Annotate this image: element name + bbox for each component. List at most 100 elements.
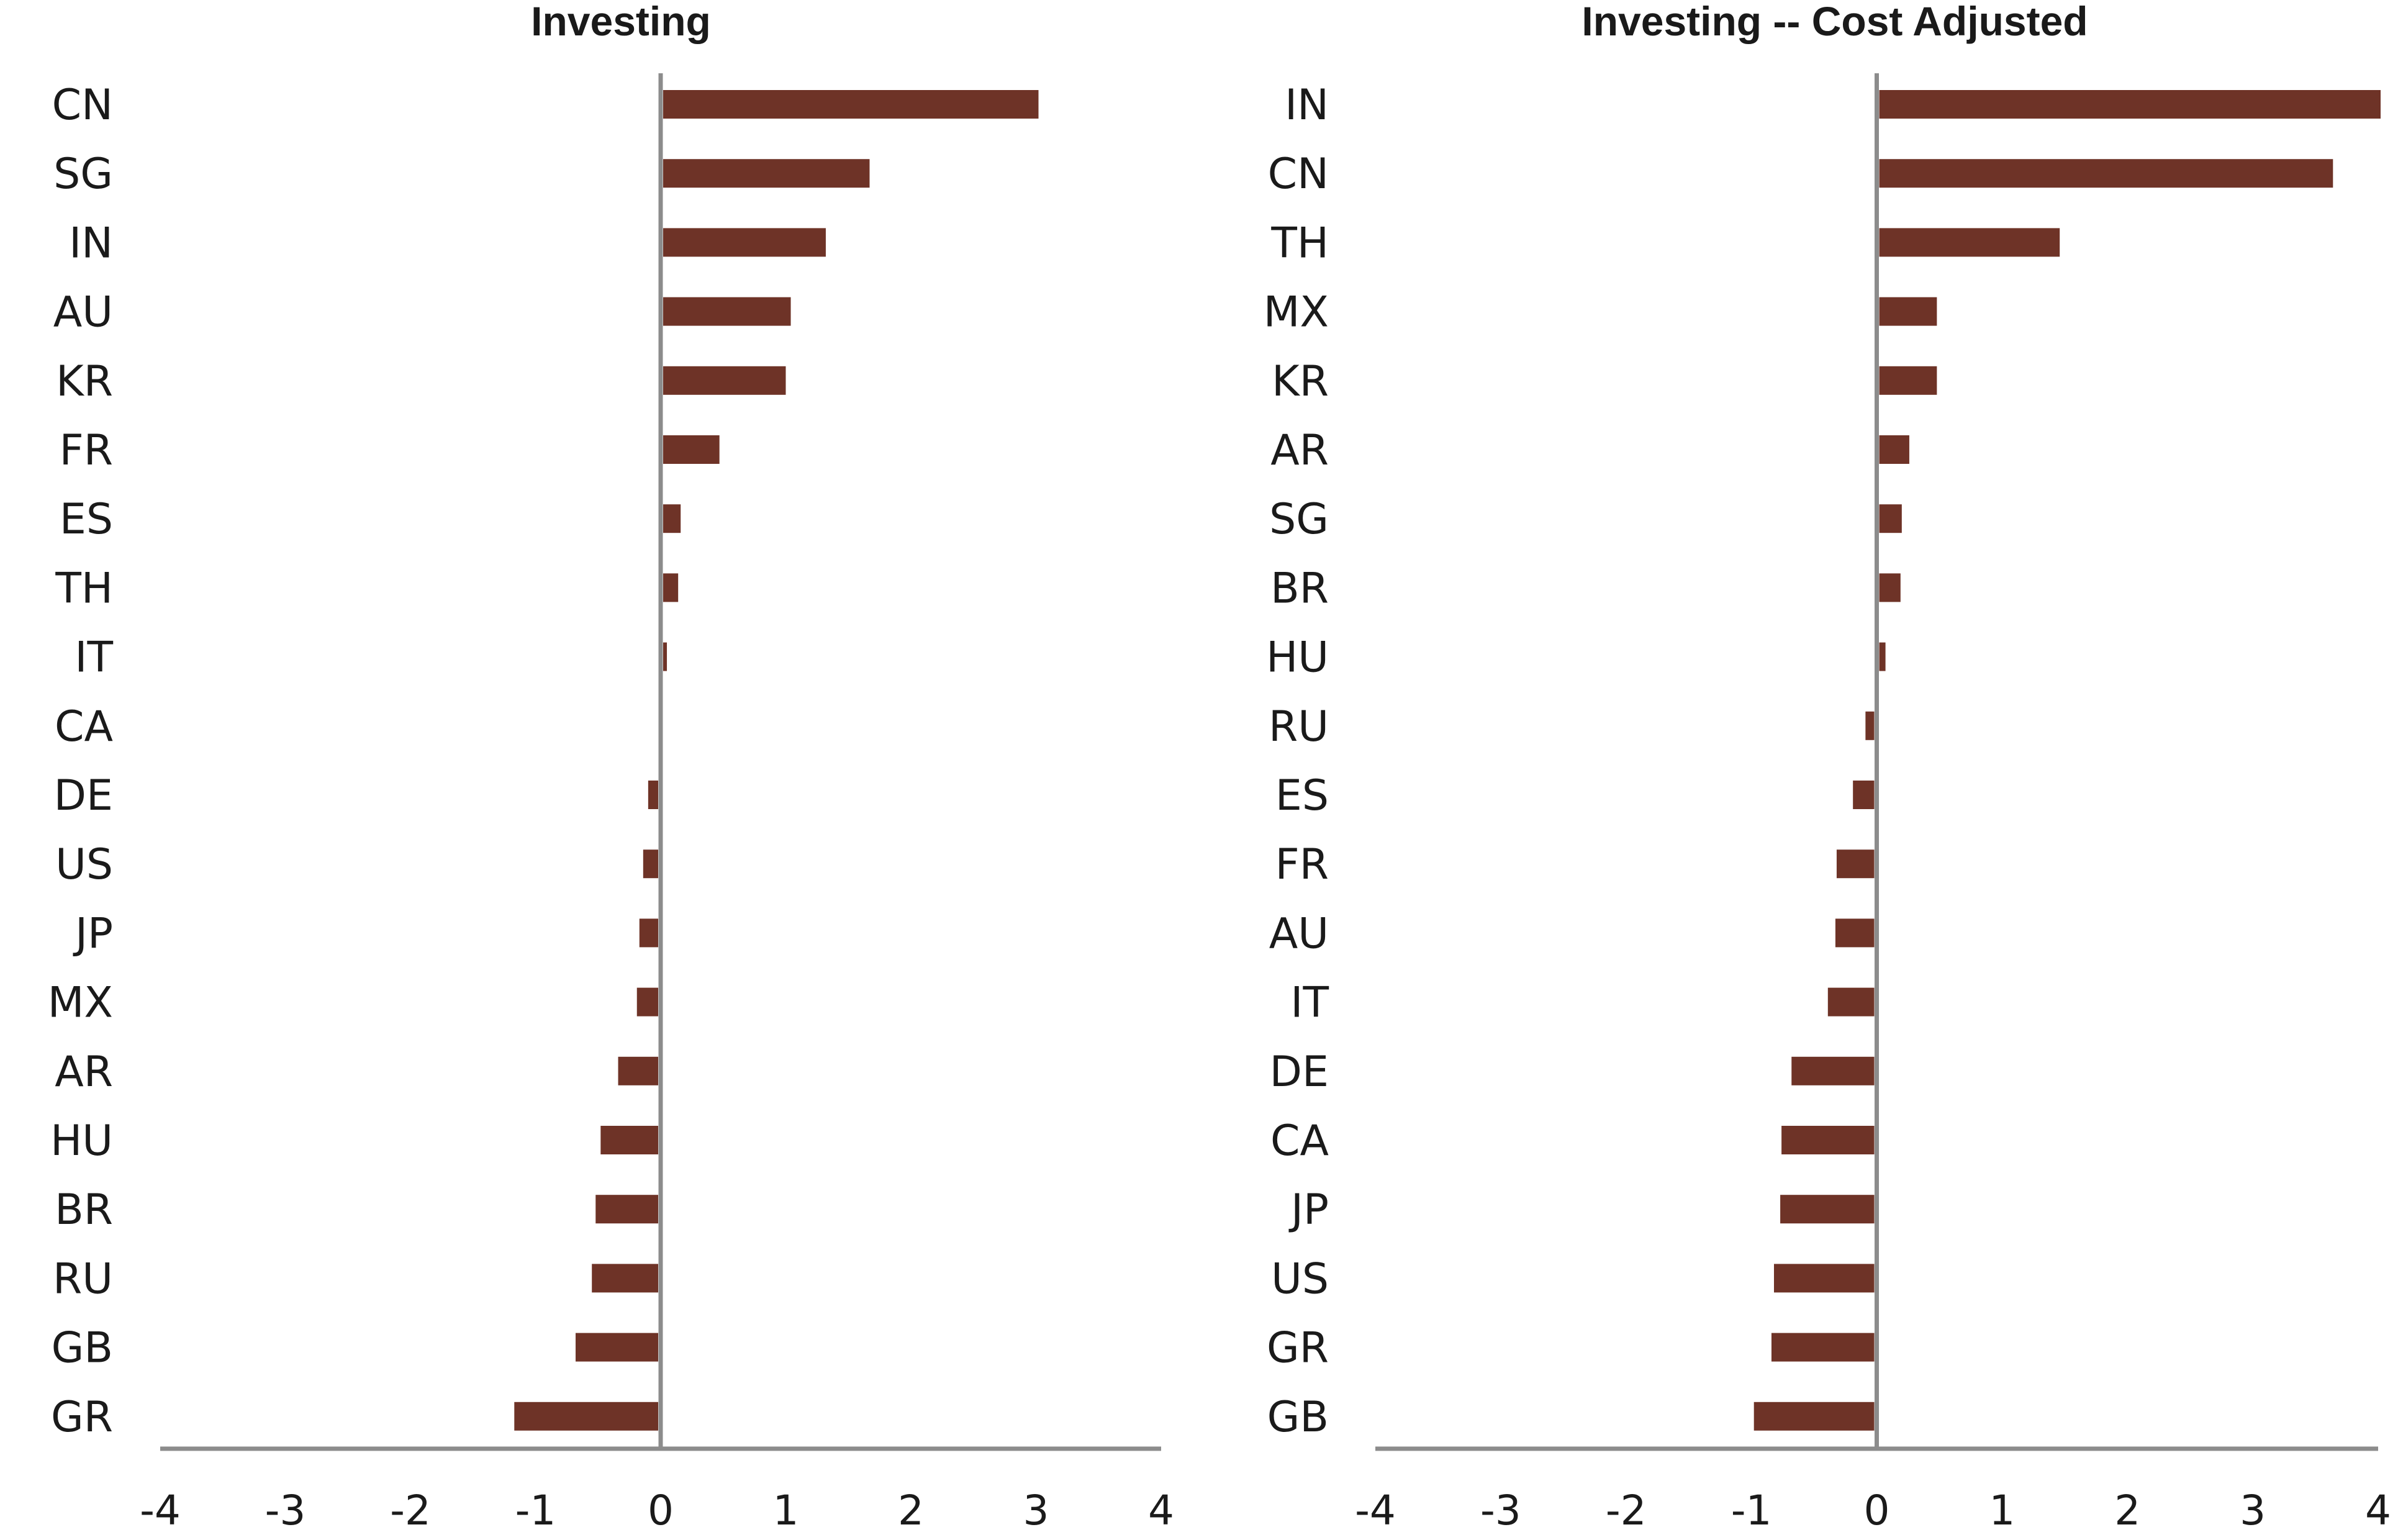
x-tick-label: -1 [515,1487,556,1534]
category-label: IN [69,219,113,268]
bar-ru [1865,711,1875,740]
bar-hu [1879,642,1886,671]
bar-ca [1781,1126,1875,1154]
category-label: BR [1270,564,1329,613]
category-label: HU [1266,633,1329,682]
x-tick-label: 1 [773,1487,799,1534]
category-label: US [1271,1254,1329,1303]
category-label: IT [1290,979,1329,1028]
bar-it [1827,987,1875,1017]
bar-gr [1771,1333,1875,1362]
x-tick-label: -2 [390,1487,431,1534]
x-tick-label: 0 [648,1487,674,1534]
x-tick-label: 2 [2114,1487,2140,1534]
bar-au [663,297,791,326]
category-label: RU [53,1254,113,1303]
bar-kr [1879,366,1937,395]
category-label: US [55,840,113,889]
bar-it [663,642,667,671]
category-label: ES [60,495,113,544]
bar-hu [600,1126,658,1154]
chart-panel-investing-cost-adjusted: Investing -- Cost Adjusted IN CN TH MX KR AR SG… [1264,0,2391,1534]
x-tick-label: 0 [1864,1487,1890,1534]
bar-br [1879,573,1901,602]
x-tick-label: -1 [1731,1487,1772,1534]
category-label: IT [75,633,113,682]
category-label: AU [53,288,113,337]
bar-in [1879,90,2381,119]
chart-title: Investing -- Cost Adjusted [1581,0,2088,44]
chart-title: Investing [531,0,711,44]
bar-es [663,504,681,533]
category-label: GB [1267,1393,1329,1442]
bar-cn [663,90,1039,119]
bar-de [1791,1056,1875,1085]
category-label: DE [1270,1048,1329,1097]
category-label: CN [1268,150,1329,199]
category-label: RU [1269,702,1329,751]
bar-us [643,849,658,879]
category-label: GB [52,1324,113,1373]
bar-ar [1879,435,1909,464]
bar-sg [663,159,870,188]
bar-gr [514,1402,658,1431]
bar-fr [663,435,720,464]
category-label: JP [73,909,113,958]
category-label: TH [55,564,113,613]
bar-th [663,573,679,602]
x-tick-label: -3 [265,1487,306,1534]
bar-sg [1879,504,1902,533]
x-tick-label: -4 [140,1487,181,1534]
category-label: KR [1272,357,1329,406]
x-tick-label: -3 [1480,1487,1521,1534]
category-label: CA [55,702,113,751]
category-label: AU [1269,909,1329,958]
category-label: BR [55,1185,113,1234]
x-tick-label: -2 [1606,1487,1647,1534]
bar-br [595,1195,658,1224]
bar-kr [663,366,786,395]
bar-ru [592,1264,658,1293]
bar-au [1835,918,1875,948]
category-label: MX [1264,288,1329,337]
bar-jp [1780,1195,1875,1224]
category-label: AR [1270,426,1329,475]
category-label: SG [1269,495,1329,544]
bar-gb [1753,1402,1875,1431]
category-label: KR [56,357,113,406]
bar-de [648,781,658,809]
category-label: IN [1285,81,1329,130]
bar-us [1774,1264,1875,1293]
bar-cn [1879,159,2333,188]
bar-jp [639,918,658,948]
x-tick-label: 2 [898,1487,924,1534]
category-label: CN [52,81,113,130]
bar-in [663,228,826,257]
x-tick-label: 4 [1148,1487,1174,1534]
category-label: CA [1270,1116,1329,1166]
bar-mx [1879,297,1937,326]
category-label: GR [1267,1324,1329,1373]
category-label: AR [55,1048,113,1097]
bar-gb [576,1333,658,1362]
category-label: ES [1275,771,1329,820]
category-label: JP [1288,1185,1329,1234]
category-label: GR [51,1393,113,1442]
category-label: FR [60,426,113,475]
category-label: DE [54,771,113,820]
x-tick-label: 4 [2365,1487,2391,1534]
bar-th [1879,228,2060,257]
bar-fr [1836,849,1875,879]
bar-ar [618,1056,658,1085]
bar-mx [636,987,658,1017]
category-label: SG [53,150,113,199]
x-tick-label: 3 [1023,1487,1049,1534]
category-label: TH [1270,219,1329,268]
category-label: HU [50,1116,113,1166]
category-label: MX [48,979,113,1028]
category-label: FR [1275,840,1329,889]
chart-panel-investing: Investing CN SG IN AU KR FR ES TH IT CA DE US JP MX AR H… [48,0,1174,1534]
x-tick-label: 3 [2240,1487,2266,1534]
